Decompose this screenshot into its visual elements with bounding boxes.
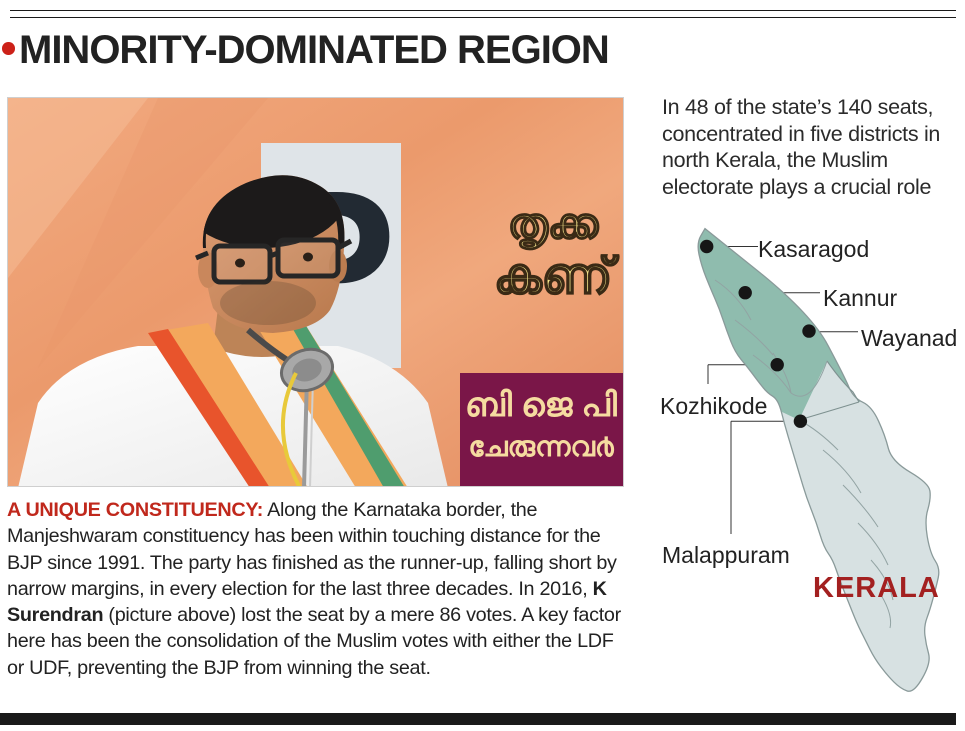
svg-text:തൃക്ക: തൃക്ക — [508, 200, 599, 250]
svg-text:ചേരുന്നവ൪: ചേരുന്നവ൪ — [468, 431, 615, 462]
svg-text:കണ്: കണ് — [494, 248, 619, 304]
svg-text:KERALA: KERALA — [813, 572, 940, 604]
svg-text:ബി ജെ പി: ബി ജെ പി — [465, 386, 618, 423]
